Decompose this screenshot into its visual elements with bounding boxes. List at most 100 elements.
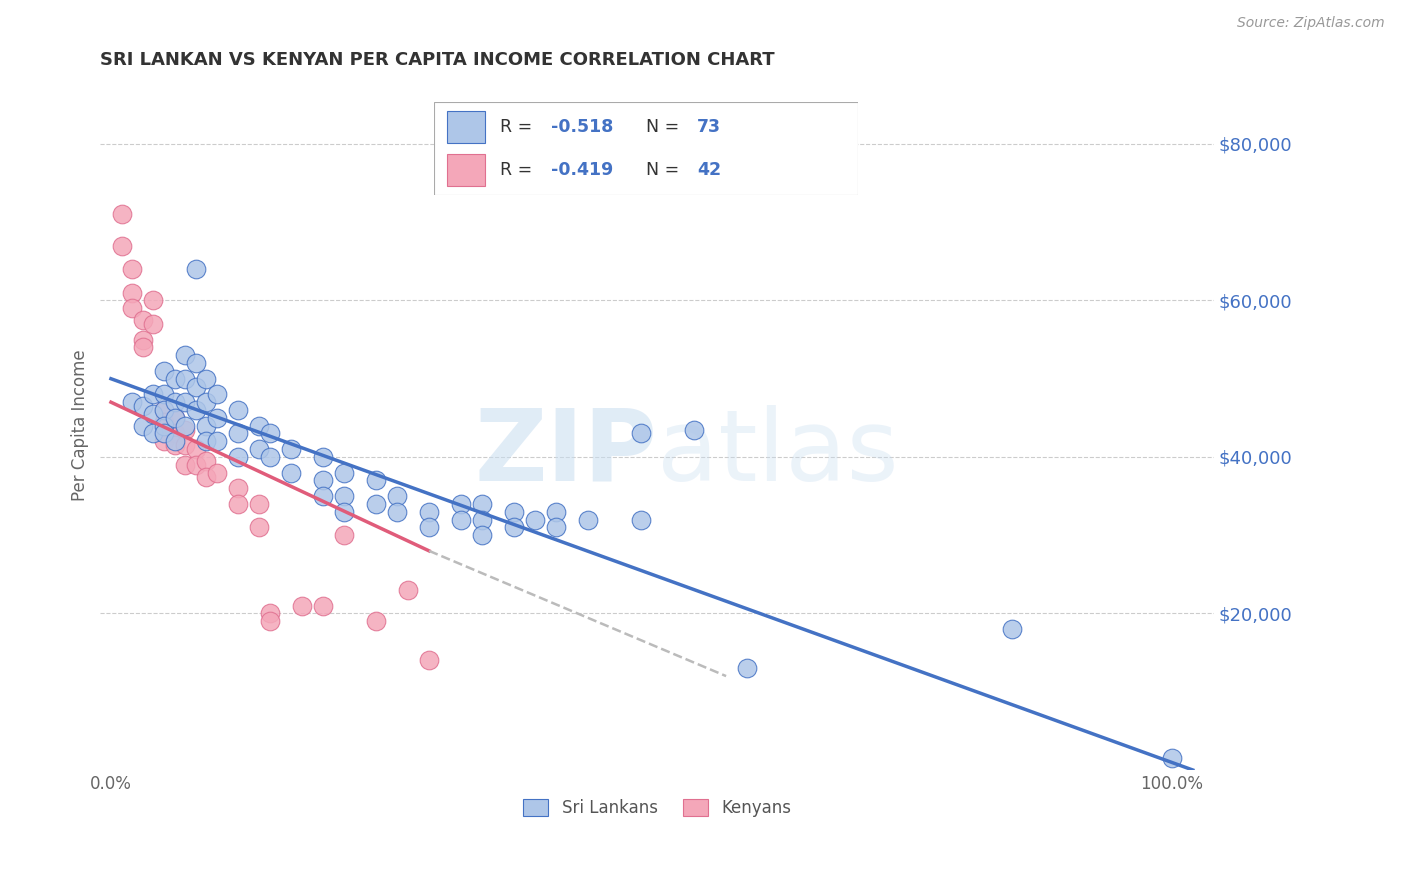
Point — [1001, 622, 1024, 636]
Text: ZIP: ZIP — [474, 405, 657, 501]
Point — [312, 599, 335, 613]
Point — [163, 434, 186, 449]
Point — [450, 497, 472, 511]
Point — [503, 505, 526, 519]
Point — [121, 285, 143, 300]
Point — [249, 418, 271, 433]
Point — [205, 434, 228, 449]
Point — [259, 426, 281, 441]
Point — [471, 512, 494, 526]
Point — [132, 313, 155, 327]
Point — [576, 512, 599, 526]
Point — [195, 454, 218, 468]
Point — [142, 426, 165, 441]
Point — [153, 364, 176, 378]
Point — [132, 399, 155, 413]
Point — [153, 418, 176, 433]
Point — [471, 497, 494, 511]
Point — [153, 415, 176, 429]
Point — [249, 442, 271, 457]
Point — [312, 474, 335, 488]
Point — [174, 372, 197, 386]
Point — [1160, 751, 1182, 765]
Point — [205, 387, 228, 401]
Point — [132, 333, 155, 347]
Point — [195, 372, 218, 386]
Point — [195, 395, 218, 409]
Point — [121, 395, 143, 409]
Point — [524, 512, 547, 526]
Point — [364, 615, 387, 629]
Point — [110, 238, 132, 252]
Point — [163, 438, 186, 452]
Legend: Sri Lankans, Kenyans: Sri Lankans, Kenyans — [516, 792, 797, 823]
Point — [174, 423, 197, 437]
Point — [153, 403, 176, 417]
Point — [280, 442, 302, 457]
Point — [153, 426, 176, 441]
Point — [280, 466, 302, 480]
Point — [249, 520, 271, 534]
Point — [259, 615, 281, 629]
Point — [396, 582, 419, 597]
Point — [312, 450, 335, 464]
Point — [110, 207, 132, 221]
Point — [184, 262, 207, 277]
Point — [184, 458, 207, 472]
Point — [174, 418, 197, 433]
Point — [153, 426, 176, 441]
Point — [546, 505, 568, 519]
Point — [630, 426, 652, 441]
Point — [153, 403, 176, 417]
Point — [132, 418, 155, 433]
Point — [174, 395, 197, 409]
Point — [184, 403, 207, 417]
Point — [450, 512, 472, 526]
Y-axis label: Per Capita Income: Per Capita Income — [72, 350, 89, 501]
Point — [184, 356, 207, 370]
Point — [249, 497, 271, 511]
Point — [174, 348, 197, 362]
Point — [226, 497, 249, 511]
Point — [195, 469, 218, 483]
Point — [333, 528, 356, 542]
Point — [132, 340, 155, 354]
Point — [226, 426, 249, 441]
Point — [418, 505, 440, 519]
Text: Source: ZipAtlas.com: Source: ZipAtlas.com — [1237, 16, 1385, 30]
Point — [195, 418, 218, 433]
Point — [142, 293, 165, 308]
Point — [291, 599, 314, 613]
Point — [259, 607, 281, 621]
Point — [153, 387, 176, 401]
Point — [205, 466, 228, 480]
Point — [121, 301, 143, 316]
Point — [546, 520, 568, 534]
Point — [737, 661, 759, 675]
Point — [174, 458, 197, 472]
Point — [142, 387, 165, 401]
Point — [163, 372, 186, 386]
Point — [174, 438, 197, 452]
Point — [226, 450, 249, 464]
Point — [503, 520, 526, 534]
Point — [142, 407, 165, 421]
Point — [226, 403, 249, 417]
Point — [184, 379, 207, 393]
Point — [333, 505, 356, 519]
Point — [142, 317, 165, 331]
Point — [163, 410, 186, 425]
Point — [630, 512, 652, 526]
Point — [364, 474, 387, 488]
Point — [259, 450, 281, 464]
Point — [333, 489, 356, 503]
Point — [153, 434, 176, 449]
Text: SRI LANKAN VS KENYAN PER CAPITA INCOME CORRELATION CHART: SRI LANKAN VS KENYAN PER CAPITA INCOME C… — [100, 51, 775, 69]
Point — [312, 489, 335, 503]
Point — [163, 395, 186, 409]
Point — [418, 653, 440, 667]
Point — [163, 410, 186, 425]
Point — [387, 505, 409, 519]
Point — [121, 262, 143, 277]
Point — [683, 423, 706, 437]
